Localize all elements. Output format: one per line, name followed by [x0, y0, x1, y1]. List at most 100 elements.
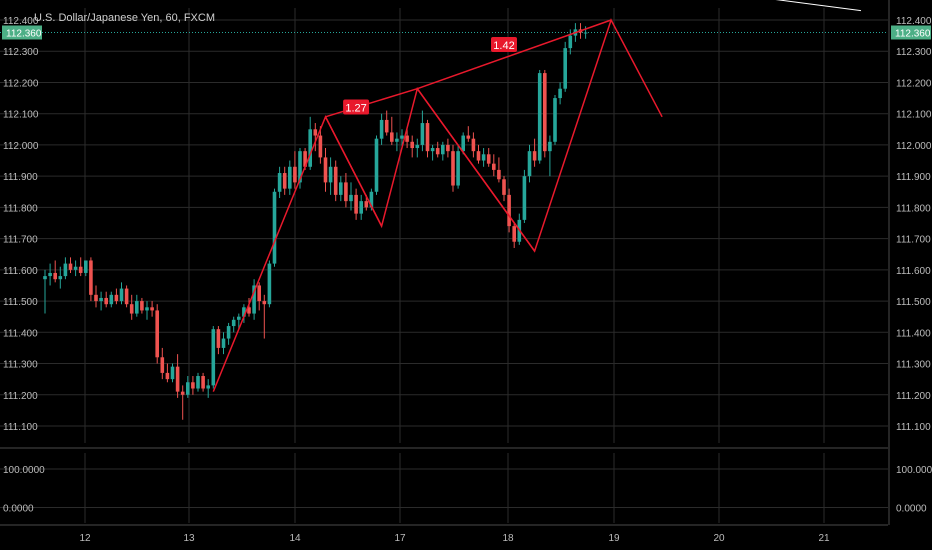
indicator-tick-label-left: 0.0000	[3, 504, 34, 515]
time-tick-label: 14	[289, 533, 301, 544]
price-tick-label-left: 111.500	[3, 297, 38, 308]
candle-body	[558, 88, 562, 99]
chart-title: U.S. Dollar/Japanese Yen, 60, FXCM	[34, 12, 215, 24]
candle-body	[231, 319, 236, 327]
candle-body	[333, 166, 338, 195]
candle-body	[191, 382, 195, 389]
price-tick-label-right: 111.600	[896, 266, 931, 277]
price-tick-label-right: 112.100	[896, 110, 932, 121]
ratio-label[interactable]: 1.42	[493, 40, 514, 52]
candle-body	[446, 144, 450, 152]
candle-body	[201, 376, 205, 389]
candle-body	[451, 151, 455, 186]
last-price-tag-left-text: 112.360	[6, 28, 42, 39]
candle-body	[344, 182, 348, 202]
candle-body	[476, 151, 481, 161]
candle-body	[390, 132, 394, 142]
candle-body	[145, 307, 149, 311]
candle-body	[63, 263, 68, 277]
time-tick-label: 20	[713, 533, 725, 544]
candle-body	[119, 288, 124, 302]
candle-body	[206, 385, 210, 389]
candle-body	[135, 301, 139, 314]
candle-body	[374, 138, 379, 192]
candle-body	[435, 148, 440, 155]
candle-body	[583, 32, 588, 34]
candle-body	[410, 141, 414, 149]
candle-body	[186, 382, 190, 395]
time-tick-label: 17	[394, 533, 406, 544]
candle-body	[420, 123, 425, 145]
time-tick-label: 19	[608, 533, 620, 544]
candle-body	[313, 129, 318, 136]
trend-line[interactable]	[621, 0, 862, 12]
ratio-label[interactable]: 1.27	[345, 102, 366, 114]
candle-body	[425, 123, 430, 152]
candle-body	[237, 316, 241, 320]
candle-body	[308, 129, 312, 167]
price-tick-label-right: 111.100	[896, 422, 931, 433]
indicator-tick-label-right: 100.0000	[896, 465, 932, 476]
price-tick-label-right: 111.900	[896, 172, 931, 183]
price-tick-label-left: 111.300	[3, 360, 38, 371]
time-tick-label: 13	[183, 533, 195, 544]
candle-body	[150, 307, 154, 311]
candle-body	[293, 166, 297, 183]
candle-body	[58, 276, 63, 280]
candle-body	[282, 173, 287, 189]
candle-body	[430, 148, 435, 152]
price-tick-label-right: 112.200	[896, 78, 932, 89]
candle-body	[160, 357, 165, 373]
candle-body	[247, 307, 251, 314]
ratio-label-box[interactable]	[343, 99, 370, 115]
candle-body	[298, 151, 302, 183]
candle-body	[379, 119, 384, 139]
candle-body	[155, 310, 159, 358]
candle-body	[548, 141, 552, 152]
candle-body	[104, 297, 108, 305]
price-tick-label-right: 111.200	[896, 391, 931, 402]
candle-body	[196, 376, 200, 389]
pattern-connector-line[interactable]	[417, 19, 612, 90]
candle-body	[140, 301, 144, 311]
time-tick-label: 12	[79, 533, 91, 544]
candle-body	[262, 301, 267, 305]
price-tick-label-left: 111.200	[3, 391, 38, 402]
candle-body	[242, 307, 246, 317]
pattern-connector-line[interactable]	[416, 88, 536, 252]
candle-body	[221, 338, 226, 348]
price-tick-label-right: 112.300	[896, 47, 932, 58]
candle-body	[53, 272, 57, 280]
candle-body	[349, 194, 353, 202]
candle-body	[415, 144, 420, 149]
last-price-tag-right-text: 112.360	[895, 28, 931, 39]
candle-body	[354, 194, 358, 214]
candle-body	[537, 73, 542, 161]
candle-body	[175, 366, 180, 392]
grid-lines	[0, 8, 888, 523]
pattern-connector-line[interactable]	[324, 116, 383, 227]
candlestick-series	[43, 23, 588, 420]
candle-body	[68, 263, 73, 270]
ratio-label-box[interactable]	[491, 36, 517, 52]
pattern-connector-line[interactable]	[325, 87, 418, 118]
last-price-tag-left	[2, 25, 42, 40]
price-tick-label-left: 112.100	[3, 110, 39, 121]
candle-body	[129, 304, 134, 314]
price-tick-label-right: 111.700	[896, 235, 931, 246]
candle-body	[89, 260, 93, 295]
candle-body	[364, 201, 369, 208]
candle-body	[180, 391, 185, 395]
indicator-tick-label-left: 100.0000	[3, 465, 45, 476]
price-tick-label-left: 111.800	[3, 203, 38, 214]
candle-body	[461, 135, 465, 152]
price-tick-label-right: 112.000	[896, 141, 932, 152]
candle-body	[328, 166, 333, 183]
harmonic-pattern-drawing[interactable]: 1.27 1.42	[212, 0, 862, 392]
time-tick-label: 21	[818, 533, 830, 544]
candle-body	[288, 166, 292, 189]
candle-body	[563, 48, 567, 89]
